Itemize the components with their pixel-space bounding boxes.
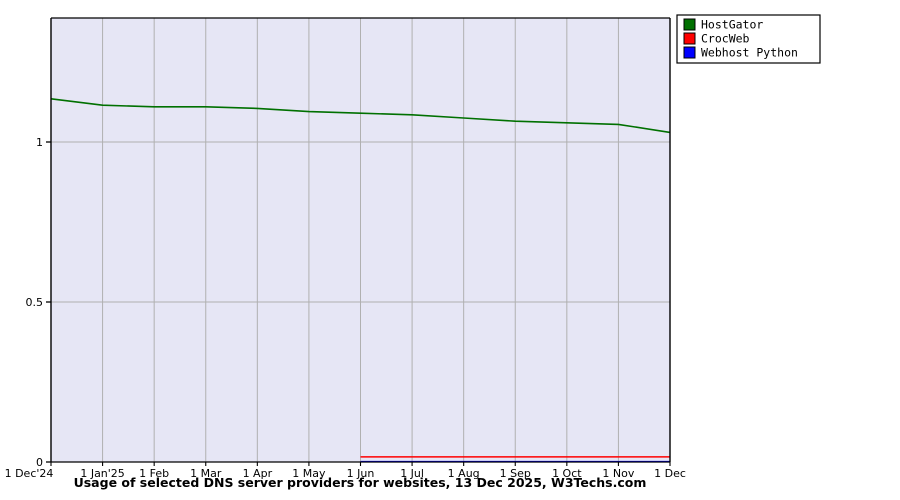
x-tick-label: 1 Nov bbox=[602, 467, 634, 480]
legend-swatch-webhost-python bbox=[683, 46, 696, 59]
legend-box bbox=[676, 14, 821, 64]
y-tick-label: 0.5 bbox=[26, 296, 44, 309]
y-tick-label: 1 bbox=[36, 136, 43, 149]
legend-swatch-hostgator bbox=[683, 18, 696, 31]
x-tick-label: 1 Apr bbox=[243, 467, 273, 480]
x-tick-label: 1 Jul bbox=[400, 467, 424, 480]
vertical-gridlines bbox=[102, 18, 671, 462]
legend-label-hostgator: HostGator bbox=[701, 18, 763, 32]
chart-caption: Usage of selected DNS server providers f… bbox=[74, 475, 647, 490]
x-tick-label: 1 Dec'24 bbox=[5, 467, 54, 480]
x-tick-label: 1 Feb bbox=[139, 467, 169, 480]
legend-swatch-crocweb bbox=[683, 32, 696, 45]
x-tick-label: 1 Mar bbox=[190, 467, 222, 480]
x-tick-label: 1 Dec bbox=[654, 467, 686, 480]
y-tick-label: 0 bbox=[36, 456, 43, 469]
x-tick-label: 1 Sep bbox=[500, 467, 531, 480]
x-tick-label: 1 Jan'25 bbox=[80, 467, 124, 480]
y-axis-ticks: 00.51 bbox=[26, 136, 51, 469]
x-axis-ticks: 1 Dec'24 1 Jan'25 1 Feb 1 Mar 1 Apr 1 May 1 Ju… bbox=[5, 462, 686, 480]
series-line-hostgator bbox=[50, 98, 671, 134]
legend-label-crocweb: CrocWeb bbox=[701, 32, 750, 46]
x-tick-label: 1 Oct bbox=[552, 467, 582, 480]
x-tick-label: 1 Aug bbox=[448, 467, 480, 480]
legend-label-webhost-python: Webhost Python bbox=[701, 46, 798, 60]
x-tick-label: 1 May bbox=[292, 467, 326, 480]
x-tick-label: 1 Jun bbox=[347, 467, 375, 480]
